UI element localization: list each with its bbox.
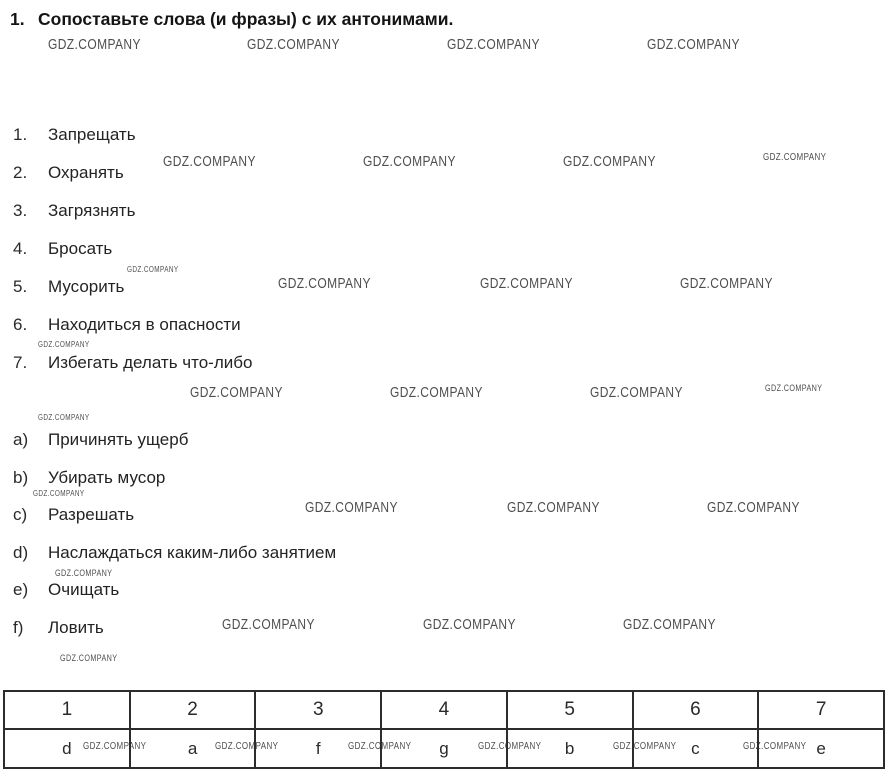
numbered-item: 7. Избегать делать что-либо xyxy=(13,353,252,373)
answer-table-header-cell: 5 xyxy=(505,690,634,730)
watermark: GDZ.COMPANY xyxy=(423,616,516,633)
item-text: Причинять ущерб xyxy=(48,430,189,449)
watermark: GDZ.COMPANY xyxy=(127,265,179,274)
item-text: Запрещать xyxy=(48,125,136,144)
item-label: a) xyxy=(13,430,29,449)
numbered-item: 4. Бросать xyxy=(13,239,112,259)
lettered-item: e) Очищать xyxy=(13,580,119,600)
item-label: f) xyxy=(13,618,24,637)
item-label: c) xyxy=(13,505,28,524)
watermark: GDZ.COMPANY xyxy=(48,36,141,53)
item-label: e) xyxy=(13,580,29,599)
answer-table-answer-cell: c xyxy=(631,728,760,769)
lettered-item: b) Убирать мусор xyxy=(13,468,165,488)
item-text: Избегать делать что-либо xyxy=(48,353,253,372)
item-text: Находиться в опасности xyxy=(48,315,241,334)
watermark: GDZ.COMPANY xyxy=(38,413,90,422)
answer-table-answer-cell: d xyxy=(3,728,131,769)
watermark: GDZ.COMPANY xyxy=(680,275,773,292)
exercise-number: 1. xyxy=(10,9,25,29)
watermark: GDZ.COMPANY xyxy=(563,153,656,170)
item-text: Мусорить xyxy=(48,277,125,296)
watermark: GDZ.COMPANY xyxy=(647,36,740,53)
watermark: GDZ.COMPANY xyxy=(190,384,283,401)
item-label: b) xyxy=(13,468,29,487)
lettered-item: a) Причинять ущерб xyxy=(13,430,188,450)
item-label: 3. xyxy=(13,201,28,220)
answer-table-answer-cell: a xyxy=(128,728,257,769)
watermark: GDZ.COMPANY xyxy=(363,153,456,170)
answer-table-header-cell: 1 xyxy=(3,690,131,730)
watermark: GDZ.COMPANY xyxy=(278,275,371,292)
answer-table-header-cell: 4 xyxy=(380,690,508,730)
lettered-item: d) Наслаждаться каким-либо занятием xyxy=(13,543,336,563)
answer-table-answer-cell: g xyxy=(380,728,508,769)
item-label: 2. xyxy=(13,163,28,182)
watermark: GDZ.COMPANY xyxy=(707,499,800,516)
item-label: 5. xyxy=(13,277,28,296)
lettered-item: c) Разрешать xyxy=(13,505,134,525)
numbered-item: 2. Охранять xyxy=(13,163,124,183)
watermark: GDZ.COMPANY xyxy=(60,653,118,663)
watermark: GDZ.COMPANY xyxy=(590,384,683,401)
item-text: Ловить xyxy=(48,618,104,637)
watermark: GDZ.COMPANY xyxy=(305,499,398,516)
item-text: Очищать xyxy=(48,580,120,599)
watermark: GDZ.COMPANY xyxy=(390,384,483,401)
answer-table-header-cell: 3 xyxy=(254,690,383,730)
item-text: Разрешать xyxy=(48,505,135,524)
answer-table-header-cell: 2 xyxy=(128,690,257,730)
item-text: Наслаждаться каким-либо занятием xyxy=(48,543,337,562)
item-text: Убирать мусор xyxy=(48,468,166,487)
answer-table-header-cell: 6 xyxy=(631,690,760,730)
item-label: 1. xyxy=(13,125,28,144)
watermark: GDZ.COMPANY xyxy=(447,36,540,53)
watermark: GDZ.COMPANY xyxy=(163,153,256,170)
exercise-title-text: Сопоставьте слова (и фразы) с их антоним… xyxy=(38,9,454,29)
watermark: GDZ.COMPANY xyxy=(33,489,85,498)
numbered-item: 5. Мусорить xyxy=(13,277,124,297)
watermark: GDZ.COMPANY xyxy=(38,340,90,349)
watermark: GDZ.COMPANY xyxy=(763,152,827,163)
answer-table-answer-cell: e xyxy=(757,728,885,769)
lettered-item: f) Ловить xyxy=(13,618,104,638)
watermark: GDZ.COMPANY xyxy=(507,499,600,516)
item-text: Загрязнять xyxy=(48,201,136,220)
numbered-item: 3. Загрязнять xyxy=(13,201,135,221)
item-label: 4. xyxy=(13,239,28,258)
numbered-item: 6. Находиться в опасности xyxy=(13,315,241,335)
answer-table-answer-cell: b xyxy=(505,728,634,769)
watermark: GDZ.COMPANY xyxy=(55,568,113,578)
numbered-item: 1. Запрещать xyxy=(13,125,136,145)
item-label: 6. xyxy=(13,315,28,334)
watermark: GDZ.COMPANY xyxy=(623,616,716,633)
item-label: 7. xyxy=(13,353,28,372)
exercise-title: 1. Сопоставьте слова (и фразы) с их антон… xyxy=(10,9,453,30)
watermark: GDZ.COMPANY xyxy=(247,36,340,53)
item-text: Бросать xyxy=(48,239,113,258)
item-text: Охранять xyxy=(48,163,124,182)
watermark: GDZ.COMPANY xyxy=(222,616,315,633)
answer-table-header-cell: 7 xyxy=(757,690,885,730)
answer-table-answer-cell: f xyxy=(254,728,383,769)
item-label: d) xyxy=(13,543,29,562)
watermark: GDZ.COMPANY xyxy=(765,383,823,393)
watermark: GDZ.COMPANY xyxy=(480,275,573,292)
